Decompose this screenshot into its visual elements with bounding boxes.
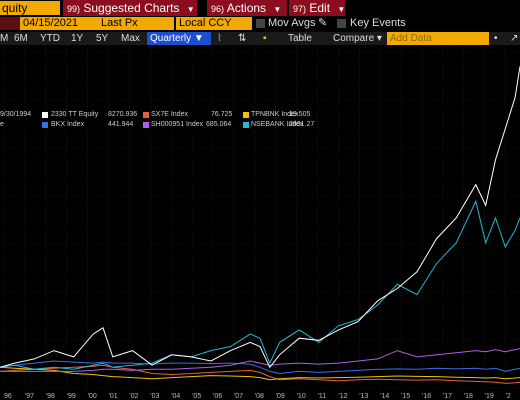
- x-tick-label: '06: [213, 393, 222, 400]
- expand-icon[interactable]: ↗: [510, 33, 519, 44]
- x-tick-label: '16: [422, 393, 431, 400]
- pencil-icon[interactable]: ✎: [318, 17, 328, 29]
- sort-icon[interactable]: ⇅: [238, 33, 247, 44]
- menu-bar: quity 99) Suggested Charts ▼ 96) Actions…: [0, 0, 520, 16]
- legend-partial-label: e: [0, 121, 4, 128]
- legend-value: 8270.936: [108, 111, 138, 118]
- date-field[interactable]: 04/15/2021: [20, 17, 112, 30]
- caret-down-icon: ▼: [337, 5, 346, 14]
- series-line-nsebank-index: [0, 199, 520, 370]
- x-tick-label: '01: [109, 393, 118, 400]
- menu-number: 96): [211, 4, 225, 14]
- color-swatch-icon[interactable]: ▪: [263, 33, 267, 44]
- chart-grid: [0, 46, 520, 389]
- legend-value: 441.944: [108, 121, 134, 128]
- key-events-label: Key Events: [350, 17, 406, 29]
- legend-swatch: [243, 112, 249, 118]
- legend-name: BKX Index: [51, 121, 85, 128]
- x-tick-label: '2: [506, 393, 511, 400]
- edit-menu[interactable]: 97) Edit ▼: [289, 0, 345, 16]
- x-tick-label: '97: [25, 393, 34, 400]
- legend-value: 2891.27: [289, 121, 315, 128]
- menu-number: 99): [67, 4, 81, 14]
- compare-label: Compare: [333, 33, 375, 44]
- x-tick-label: '11: [318, 393, 327, 400]
- legend-swatch: [143, 112, 149, 118]
- x-tick-label: '08: [255, 393, 264, 400]
- series-line-tpnbnk-index: [0, 366, 520, 381]
- period-6m[interactable]: 6M: [14, 33, 28, 44]
- period-m[interactable]: M: [0, 33, 9, 44]
- x-tick-label: '98: [46, 393, 55, 400]
- x-tick-label: '14: [380, 393, 389, 400]
- caret-down-icon: ▼: [193, 33, 204, 44]
- x-tick-label: '19: [485, 393, 494, 400]
- series-line-sx7e-index: [0, 364, 520, 384]
- period-ytd[interactable]: YTD: [40, 33, 60, 44]
- legend-swatch: [143, 122, 149, 128]
- legend-swatch: [42, 112, 48, 118]
- compare-dropdown[interactable]: Compare ▾: [333, 33, 382, 44]
- chart-settings-row: 04/15/2021 Last Px Local CCY Mov Avgs ✎ …: [0, 17, 520, 31]
- x-tick-label: '07: [234, 393, 243, 400]
- currency-selector[interactable]: Local CCY: [176, 17, 252, 30]
- menu-label: Suggested Charts: [83, 1, 180, 15]
- legend-name: TPNBNK Index: [251, 111, 299, 118]
- legend-name: 2330 TT Equity: [51, 111, 99, 118]
- series-line-2330-tt-equity: [0, 66, 520, 369]
- toolbar: M 6M YTD 1Y 5Y Max Quarterly ▼ ⌇ ⇅ ▪ Tab…: [0, 32, 520, 45]
- x-tick-label: '12: [338, 393, 347, 400]
- mov-avgs-label: Mov Avgs: [268, 17, 316, 29]
- x-tick-label: 96: [4, 393, 12, 400]
- legend-value: 19.505: [289, 111, 311, 118]
- table-button[interactable]: Table: [288, 33, 312, 44]
- x-tick-label: '04: [171, 393, 180, 400]
- legend-date: 9/30/1994: [0, 111, 32, 118]
- x-tick-label: '10: [297, 393, 306, 400]
- x-tick-label: '03: [150, 393, 159, 400]
- legend-name: SX7E Index: [151, 111, 188, 118]
- suggested-charts-menu[interactable]: 99) Suggested Charts ▼: [63, 0, 197, 16]
- line-chart-icon[interactable]: ⌇: [217, 33, 222, 44]
- legend-swatch: [243, 122, 249, 128]
- more-options-icon[interactable]: •: [494, 33, 498, 44]
- series-line-bkx-index: [0, 360, 520, 375]
- legend-name: SH000951 Index: [151, 121, 204, 128]
- chart-legend: 9/30/1994 e 2330 TT Equity 8270.936 SX7E…: [0, 110, 314, 130]
- series-lines: [0, 66, 520, 384]
- caret-down-icon: ▼: [273, 5, 282, 14]
- series-line-sh000951-index: [0, 348, 520, 372]
- field-selector[interactable]: Last Px: [98, 17, 174, 30]
- actions-menu[interactable]: 96) Actions ▼: [207, 0, 287, 16]
- frequency-dropdown[interactable]: Quarterly ▼: [147, 32, 211, 45]
- add-data-input[interactable]: Add Data: [387, 32, 489, 45]
- frequency-label: Quarterly: [150, 33, 192, 44]
- menu-number: 97): [293, 4, 307, 14]
- date-prefix: [0, 17, 20, 30]
- x-tick-label: '18: [464, 393, 473, 400]
- legend-value: 76.725: [211, 111, 233, 118]
- x-tick-label: '17: [443, 393, 452, 400]
- x-tick-label: '09: [276, 393, 285, 400]
- x-tick-label: '00: [88, 393, 97, 400]
- ticker-field[interactable]: quity: [0, 1, 60, 15]
- period-5y[interactable]: 5Y: [96, 33, 109, 44]
- caret-down-icon: ▼: [186, 5, 195, 14]
- x-tick-label: '05: [192, 393, 201, 400]
- menu-label: Actions: [226, 1, 267, 15]
- x-tick-label: '13: [359, 393, 368, 400]
- x-tick-label: '15: [401, 393, 410, 400]
- x-tick-label: '02: [129, 393, 138, 400]
- legend-value: 685.064: [206, 121, 232, 128]
- key-events-checkbox[interactable]: [337, 19, 346, 28]
- period-1y[interactable]: 1Y: [71, 33, 84, 44]
- x-tick-label: '99: [67, 393, 76, 400]
- mov-avgs-checkbox[interactable]: [256, 19, 265, 28]
- x-axis-ticks: 96 '97 '98 '99 '00 '01 '02 '03 '04 '05 '06 '07 '08 '0…: [4, 393, 511, 400]
- period-max[interactable]: Max: [121, 33, 140, 44]
- legend-swatch: [42, 122, 48, 128]
- menu-label: Edit: [309, 1, 331, 15]
- legend-name: NSEBANK Index: [251, 121, 304, 128]
- price-chart: 96 '97 '98 '99 '00 '01 '02 '03 '04 '05 '06 '07 '08 '0…: [0, 46, 520, 400]
